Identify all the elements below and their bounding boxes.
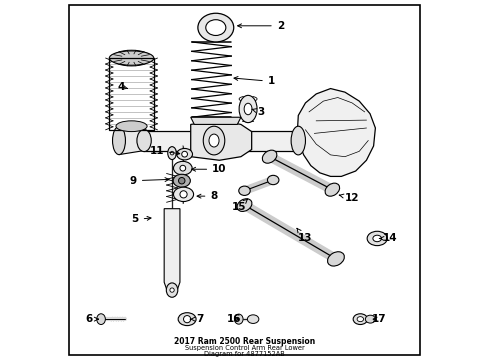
Ellipse shape <box>205 20 225 36</box>
Ellipse shape <box>203 126 224 155</box>
Text: 16: 16 <box>226 314 241 324</box>
Text: 13: 13 <box>296 228 311 243</box>
Text: 6: 6 <box>85 314 98 324</box>
Text: 9: 9 <box>129 176 168 186</box>
Circle shape <box>180 165 185 171</box>
Ellipse shape <box>365 315 375 323</box>
Ellipse shape <box>366 231 386 246</box>
Polygon shape <box>297 89 375 176</box>
Text: 15: 15 <box>231 199 247 212</box>
Text: 5: 5 <box>131 215 151 224</box>
Text: 3: 3 <box>251 107 264 117</box>
Ellipse shape <box>239 95 257 123</box>
Text: 14: 14 <box>379 233 396 243</box>
Ellipse shape <box>167 147 176 159</box>
Ellipse shape <box>238 186 250 195</box>
Ellipse shape <box>234 314 243 324</box>
Text: 7: 7 <box>190 314 203 324</box>
Ellipse shape <box>173 161 192 175</box>
Ellipse shape <box>262 150 276 163</box>
Text: Diagram for 4877152AB: Diagram for 4877152AB <box>203 351 285 356</box>
Ellipse shape <box>327 252 344 266</box>
Text: 17: 17 <box>371 314 386 324</box>
Polygon shape <box>119 126 144 154</box>
Circle shape <box>183 316 190 323</box>
Text: 2017 Ram 2500 Rear Suspension: 2017 Ram 2500 Rear Suspension <box>174 337 314 346</box>
Ellipse shape <box>198 13 233 42</box>
Ellipse shape <box>372 235 381 242</box>
Circle shape <box>180 191 187 198</box>
Ellipse shape <box>244 103 251 115</box>
Polygon shape <box>144 131 294 150</box>
Ellipse shape <box>166 283 178 297</box>
Ellipse shape <box>178 313 196 325</box>
Ellipse shape <box>356 317 363 321</box>
Circle shape <box>169 288 174 292</box>
Ellipse shape <box>208 134 219 147</box>
Ellipse shape <box>97 314 105 324</box>
Ellipse shape <box>173 174 190 187</box>
Circle shape <box>182 151 187 157</box>
Ellipse shape <box>137 130 151 152</box>
Text: Suspension Control Arm Rear Lower: Suspension Control Arm Rear Lower <box>184 345 304 351</box>
Ellipse shape <box>176 148 192 160</box>
Ellipse shape <box>247 315 258 323</box>
Text: 12: 12 <box>339 193 359 203</box>
Text: 11: 11 <box>149 145 179 156</box>
Ellipse shape <box>325 183 339 196</box>
Bar <box>109 58 153 130</box>
Circle shape <box>178 177 184 184</box>
Polygon shape <box>164 209 180 289</box>
Ellipse shape <box>173 187 193 202</box>
Text: 2: 2 <box>237 21 284 31</box>
Text: 1: 1 <box>234 76 274 86</box>
Ellipse shape <box>352 314 367 324</box>
Ellipse shape <box>109 51 153 65</box>
Ellipse shape <box>116 121 147 132</box>
Text: 10: 10 <box>191 164 226 174</box>
Text: 8: 8 <box>197 191 217 201</box>
Polygon shape <box>190 117 241 125</box>
Polygon shape <box>190 121 251 160</box>
Ellipse shape <box>112 126 125 154</box>
Circle shape <box>170 151 174 155</box>
Ellipse shape <box>237 199 251 211</box>
Text: 4: 4 <box>117 82 127 92</box>
Ellipse shape <box>267 175 278 185</box>
Ellipse shape <box>290 126 305 155</box>
